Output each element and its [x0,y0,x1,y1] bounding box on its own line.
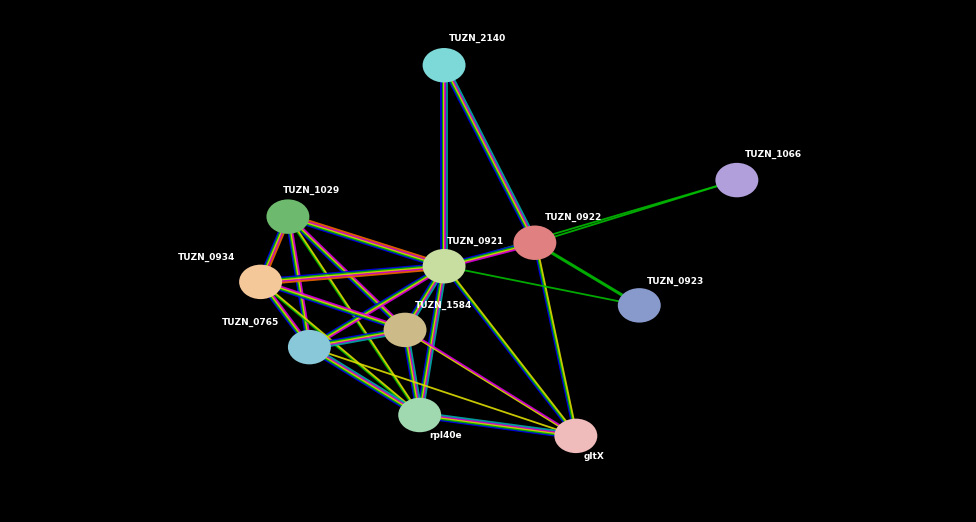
Ellipse shape [266,199,309,234]
Text: TUZN_0923: TUZN_0923 [647,276,705,286]
Ellipse shape [423,249,466,283]
Ellipse shape [618,288,661,323]
Text: TUZN_1584: TUZN_1584 [415,301,472,310]
Ellipse shape [513,226,556,260]
Ellipse shape [288,330,331,364]
Ellipse shape [398,398,441,432]
Text: rpl40e: rpl40e [429,431,462,440]
Text: TUZN_0934: TUZN_0934 [178,253,235,262]
Text: TUZN_2140: TUZN_2140 [449,34,507,43]
Text: gltX: gltX [584,452,604,461]
Text: TUZN_1066: TUZN_1066 [745,150,802,159]
Text: TUZN_0921: TUZN_0921 [447,237,505,246]
Ellipse shape [384,313,427,347]
Ellipse shape [423,48,466,82]
Text: TUZN_0765: TUZN_0765 [222,318,279,327]
Text: TUZN_1029: TUZN_1029 [283,185,341,195]
Ellipse shape [715,163,758,197]
Text: TUZN_0922: TUZN_0922 [545,212,602,222]
Ellipse shape [554,419,597,453]
Ellipse shape [239,265,282,299]
